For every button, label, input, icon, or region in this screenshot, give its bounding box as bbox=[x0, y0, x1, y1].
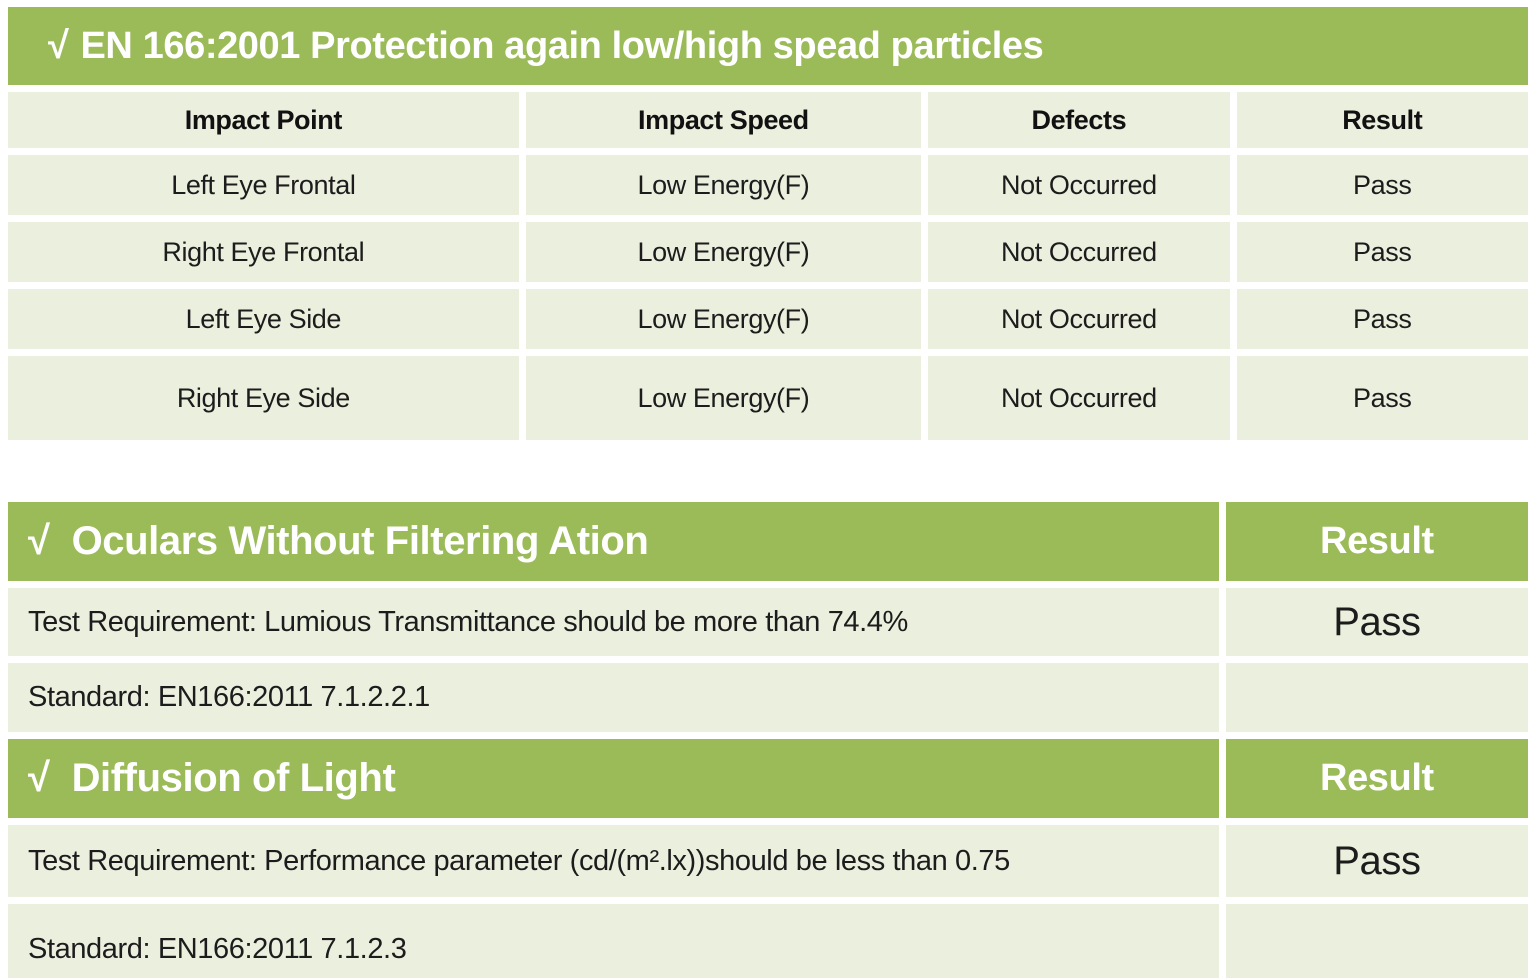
table-row: Standard: EN166:2011 7.1.2.2.1 bbox=[8, 663, 1528, 732]
impact-point-cell: Left Eye Side bbox=[8, 289, 519, 349]
standard-cell: Standard: EN166:2011 7.1.2.2.1 bbox=[8, 663, 1219, 732]
defects-cell: Not Occurred bbox=[928, 222, 1230, 282]
section-title-label: Diffusion of Light bbox=[71, 756, 396, 800]
result-cell: Pass bbox=[1236, 289, 1528, 349]
section-header-row-oculars: √ Oculars Without Filtering Ation Result bbox=[8, 502, 1528, 581]
section-title-label: Oculars Without Filtering Ation bbox=[71, 519, 649, 563]
result-cell bbox=[1225, 663, 1528, 732]
defects-cell: Not Occurred bbox=[928, 356, 1230, 440]
optical-tests-table: √ Oculars Without Filtering Ation Result … bbox=[1, 495, 1535, 978]
section-header-row-diffusion: √ Diffusion of Light Result bbox=[8, 739, 1528, 818]
defects-cell: Not Occurred bbox=[928, 289, 1230, 349]
table-row: Test Requirement: Performance parameter … bbox=[8, 825, 1528, 897]
test-requirement-cell: Test Requirement: Performance parameter … bbox=[8, 825, 1219, 897]
check-icon: √ bbox=[28, 519, 50, 563]
table-row: Left Eye Side Low Energy(F) Not Occurred… bbox=[8, 289, 1528, 349]
table-row: Standard: EN166:2011 7.1.2.3 bbox=[8, 904, 1528, 978]
table-row: Test Requirement: Lumious Transmittance … bbox=[8, 588, 1528, 656]
impact-table-header-row: Impact Point Impact Speed Defects Result bbox=[8, 92, 1528, 148]
table-row: Right Eye Side Low Energy(F) Not Occurre… bbox=[8, 356, 1528, 440]
column-header-impact-point: Impact Point bbox=[8, 92, 519, 148]
result-cell: Pass bbox=[1225, 588, 1528, 656]
check-icon: √ bbox=[48, 24, 69, 67]
section-title-oculars: √ Oculars Without Filtering Ation bbox=[8, 502, 1219, 581]
test-requirement-cell: Test Requirement: Lumious Transmittance … bbox=[8, 588, 1219, 656]
table-row: Left Eye Frontal Low Energy(F) Not Occur… bbox=[8, 155, 1528, 215]
check-icon: √ bbox=[28, 756, 50, 800]
impact-point-cell: Left Eye Frontal bbox=[8, 155, 519, 215]
result-column-header: Result bbox=[1225, 502, 1528, 581]
result-cell bbox=[1225, 904, 1528, 978]
impact-point-cell: Right Eye Side bbox=[8, 356, 519, 440]
defects-cell: Not Occurred bbox=[928, 155, 1230, 215]
result-column-header: Result bbox=[1225, 739, 1528, 818]
result-cell: Pass bbox=[1236, 356, 1528, 440]
impact-table-title-row: √ EN 166:2001 Protection again low/high s… bbox=[8, 7, 1528, 85]
impact-speed-cell: Low Energy(F) bbox=[525, 155, 922, 215]
impact-test-table: √ EN 166:2001 Protection again low/high s… bbox=[1, 0, 1535, 447]
impact-table-title-label: EN 166:2001 Protection again low/high sp… bbox=[80, 24, 1044, 67]
impact-speed-cell: Low Energy(F) bbox=[525, 289, 922, 349]
impact-speed-cell: Low Energy(F) bbox=[525, 222, 922, 282]
impact-table-title: √ EN 166:2001 Protection again low/high s… bbox=[8, 7, 1528, 85]
column-header-impact-speed: Impact Speed bbox=[525, 92, 922, 148]
result-cell: Pass bbox=[1236, 155, 1528, 215]
column-header-result: Result bbox=[1236, 92, 1528, 148]
impact-speed-cell: Low Energy(F) bbox=[525, 356, 922, 440]
standard-cell: Standard: EN166:2011 7.1.2.3 bbox=[8, 904, 1219, 978]
result-cell: Pass bbox=[1225, 825, 1528, 897]
column-header-defects: Defects bbox=[928, 92, 1230, 148]
table-row: Right Eye Frontal Low Energy(F) Not Occu… bbox=[8, 222, 1528, 282]
result-cell: Pass bbox=[1236, 222, 1528, 282]
section-title-diffusion: √ Diffusion of Light bbox=[8, 739, 1219, 818]
impact-point-cell: Right Eye Frontal bbox=[8, 222, 519, 282]
